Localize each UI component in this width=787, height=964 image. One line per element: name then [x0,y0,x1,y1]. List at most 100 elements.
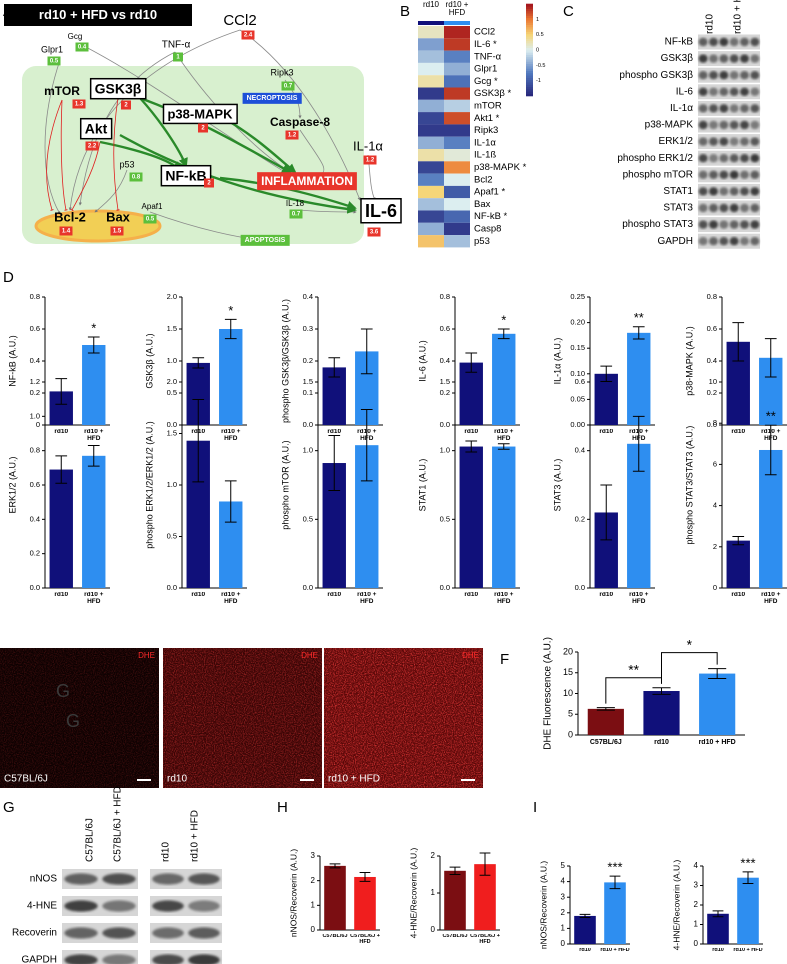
colorbar-step [526,33,533,37]
node-score: 1 [176,55,180,61]
heatmap-row-label: Bax [474,199,491,210]
blot-band [102,927,136,939]
blot-band [729,137,739,146]
y-tick-label: 0.2 [575,514,585,523]
blot-band [750,71,760,80]
bar [459,446,483,588]
error-bar [465,440,478,453]
colorbar-step [526,79,533,83]
heatmap-cell [418,173,444,186]
node-score: 0.8 [132,175,141,181]
blot-band [708,170,719,179]
node-score: 2.4 [244,33,253,39]
blot-band [102,954,136,964]
y-tick-label: 3 [311,851,316,860]
node-score: 1.4 [62,229,71,235]
blot-band [729,203,739,213]
heatmap-row-label: Gcg * [474,76,498,87]
blot-band [102,900,136,912]
colorbar-step [526,38,533,42]
error-bar [600,484,613,541]
blot-band [739,37,750,47]
blot-band [729,237,739,246]
blot-band [698,187,708,196]
blot-band [739,87,750,97]
bar [354,876,376,930]
x-tick-label-box: rd10 + HFD [221,592,241,605]
colorbar-step [526,77,533,81]
y-tick-label: 0.0 [167,583,177,592]
colorbar-tick-label: 1 [536,17,539,23]
colorbar-step [526,19,533,23]
network-node: Bax [106,209,131,224]
y-tick-label: 0.6 [30,480,40,489]
blot-band [719,104,729,113]
blot-band [729,104,739,113]
error-bar [732,322,745,362]
blot-band [698,220,708,229]
colorbar-step [526,86,533,90]
network-edge [46,99,63,211]
panel-label: I [533,799,537,816]
y-tick-label: 0.0 [440,420,450,429]
heatmap-cell [444,210,470,223]
score-badge [241,30,255,40]
blot-band [719,71,729,80]
colorbar-step [526,84,533,88]
image-label: rd10 + HFD [328,774,380,785]
colorbar-step [526,12,533,16]
x-tick-label: rd10 [54,592,69,598]
y-tick-label: 0 [431,925,436,934]
y-tick-label: 0.3 [303,324,313,333]
blot-band [708,137,719,146]
blot-band [719,154,729,163]
colorbar-step [526,63,533,67]
node-score: 0.5 [50,59,59,65]
colorbar-step [526,70,533,74]
pathway-label: INFLAMMATION [261,174,353,188]
y-tick-label: 3 [694,881,699,890]
y-tick-label: 1.5 [167,428,177,437]
x-tick-label: rd10 [464,429,479,435]
blot-band [708,54,719,63]
error-bar [360,408,373,482]
blot-band [739,187,750,196]
bar [322,367,346,425]
y-tick-label: 0 [568,729,573,739]
significance: * [228,303,233,318]
blot-band [708,37,719,47]
score-badge [85,141,99,151]
blot-row-label: phospho GSK3β [619,70,693,81]
blot-band [698,71,708,80]
x-tick-label: rd10 + HFD [221,592,241,605]
score-badge [143,214,157,224]
heatmap-cell [418,62,444,76]
heatmap-column-label: rd10 + HFD [445,1,469,18]
blot-row-label: STAT1 [663,186,693,197]
y-tick-label: 0.0 [707,420,717,429]
y-tick-label: 0.0 [303,420,313,429]
y-axis-label: phospho STAT3/STAT3 (A.U.) [684,426,694,545]
y-tick-label: 2 [431,851,436,860]
pathway-box [257,172,357,191]
y-tick-label: 0.0 [575,583,585,592]
column-strip [444,21,470,25]
y-tick-label: 0.6 [440,324,450,333]
bar [82,455,106,588]
bar [219,329,243,425]
colorbar-step [526,10,533,14]
blot-band [739,154,750,163]
blot-band [729,154,739,163]
micrograph-signal [163,648,322,788]
y-tick-label: 0.6 [575,377,585,386]
y-tick-label: 0.6 [30,324,40,333]
x-tick-label-box: C57BL/6J [590,739,622,746]
colorbar-step [526,42,533,46]
network-edge [94,169,128,213]
x-tick-label-box: C57BL/6J [442,934,467,939]
heatmap-cell [444,149,470,162]
bar [186,362,210,425]
error-bar [708,668,727,680]
node-box [89,77,147,100]
y-tick-label: 0 [694,939,699,948]
